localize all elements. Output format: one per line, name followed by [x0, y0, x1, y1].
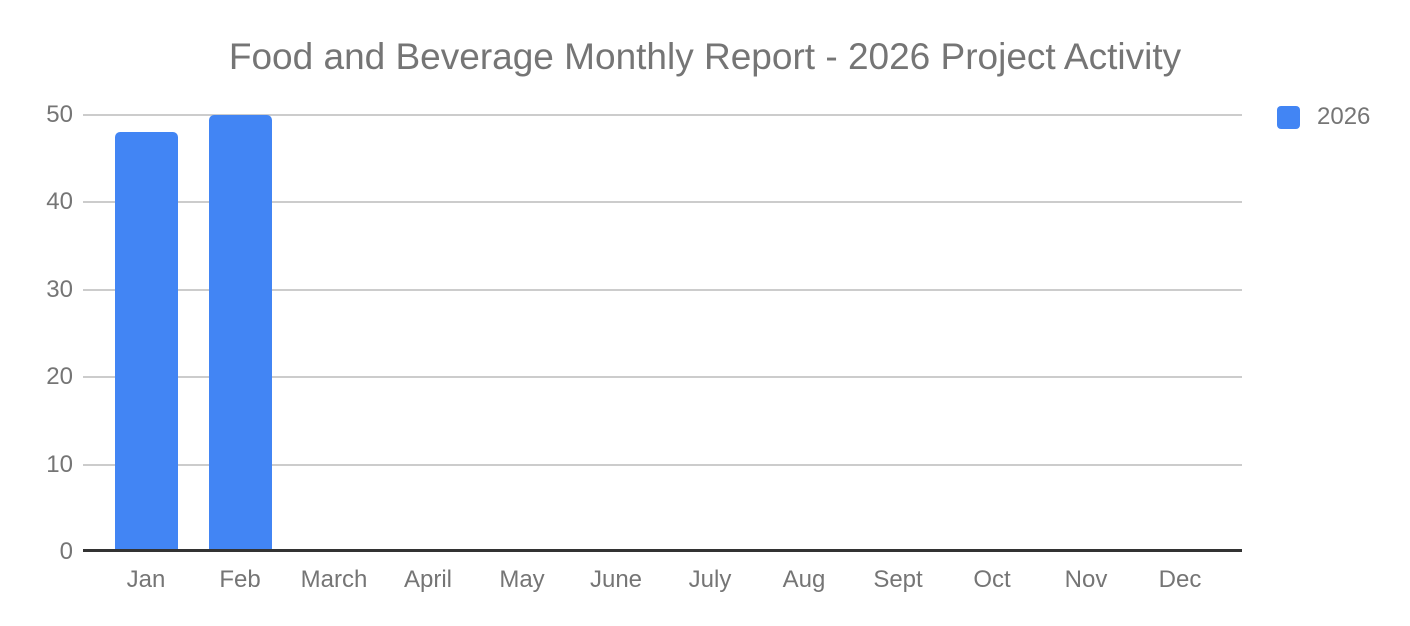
bar-jan[interactable]	[114, 132, 178, 552]
gridline-40	[83, 201, 1242, 204]
legend-label: 2026	[1317, 103, 1371, 130]
bar-feb[interactable]	[208, 115, 272, 552]
y-tick-label-20: 20	[46, 363, 73, 391]
x-axis-labels: Jan Feb March April May June July Aug Sept Oct Nov…	[99, 566, 1227, 596]
x-tick-label-july: July	[688, 566, 732, 593]
x-tick-label-jan: Jan	[126, 566, 166, 593]
x-tick-label-april: April	[403, 566, 452, 593]
gridline-20	[83, 376, 1242, 379]
y-tick-label-30: 30	[46, 275, 73, 303]
y-tick-label-10: 10	[46, 450, 73, 478]
legend: 2026	[1277, 103, 1370, 131]
x-tick-label-oct: Oct	[973, 566, 1011, 593]
gridline-10	[83, 463, 1242, 466]
x-tick-label-sept: Sept	[873, 566, 923, 593]
x-tick-label-may: May	[499, 566, 545, 593]
x-tick-label-nov: Nov	[1064, 566, 1108, 593]
x-tick-label-feb: Feb	[219, 566, 261, 593]
plot-area	[83, 114, 1242, 552]
x-tick-label-march: March	[300, 566, 368, 593]
x-tick-label-aug: Aug	[782, 566, 826, 593]
x-axis-baseline	[83, 549, 1242, 552]
y-tick-label-40: 40	[46, 188, 73, 216]
gridline-50	[83, 114, 1242, 116]
x-tick-label-june: June	[589, 566, 643, 593]
legend-swatch-icon	[1277, 105, 1300, 129]
y-tick-label-50: 50	[46, 101, 73, 128]
y-tick-label-0: 0	[59, 538, 73, 565]
gridline-30	[83, 288, 1242, 291]
x-tick-label-dec: Dec	[1158, 566, 1202, 593]
chart-title: Food and Beverage Monthly Report - 2026 …	[228, 36, 1182, 77]
bars-layer	[99, 115, 1227, 552]
